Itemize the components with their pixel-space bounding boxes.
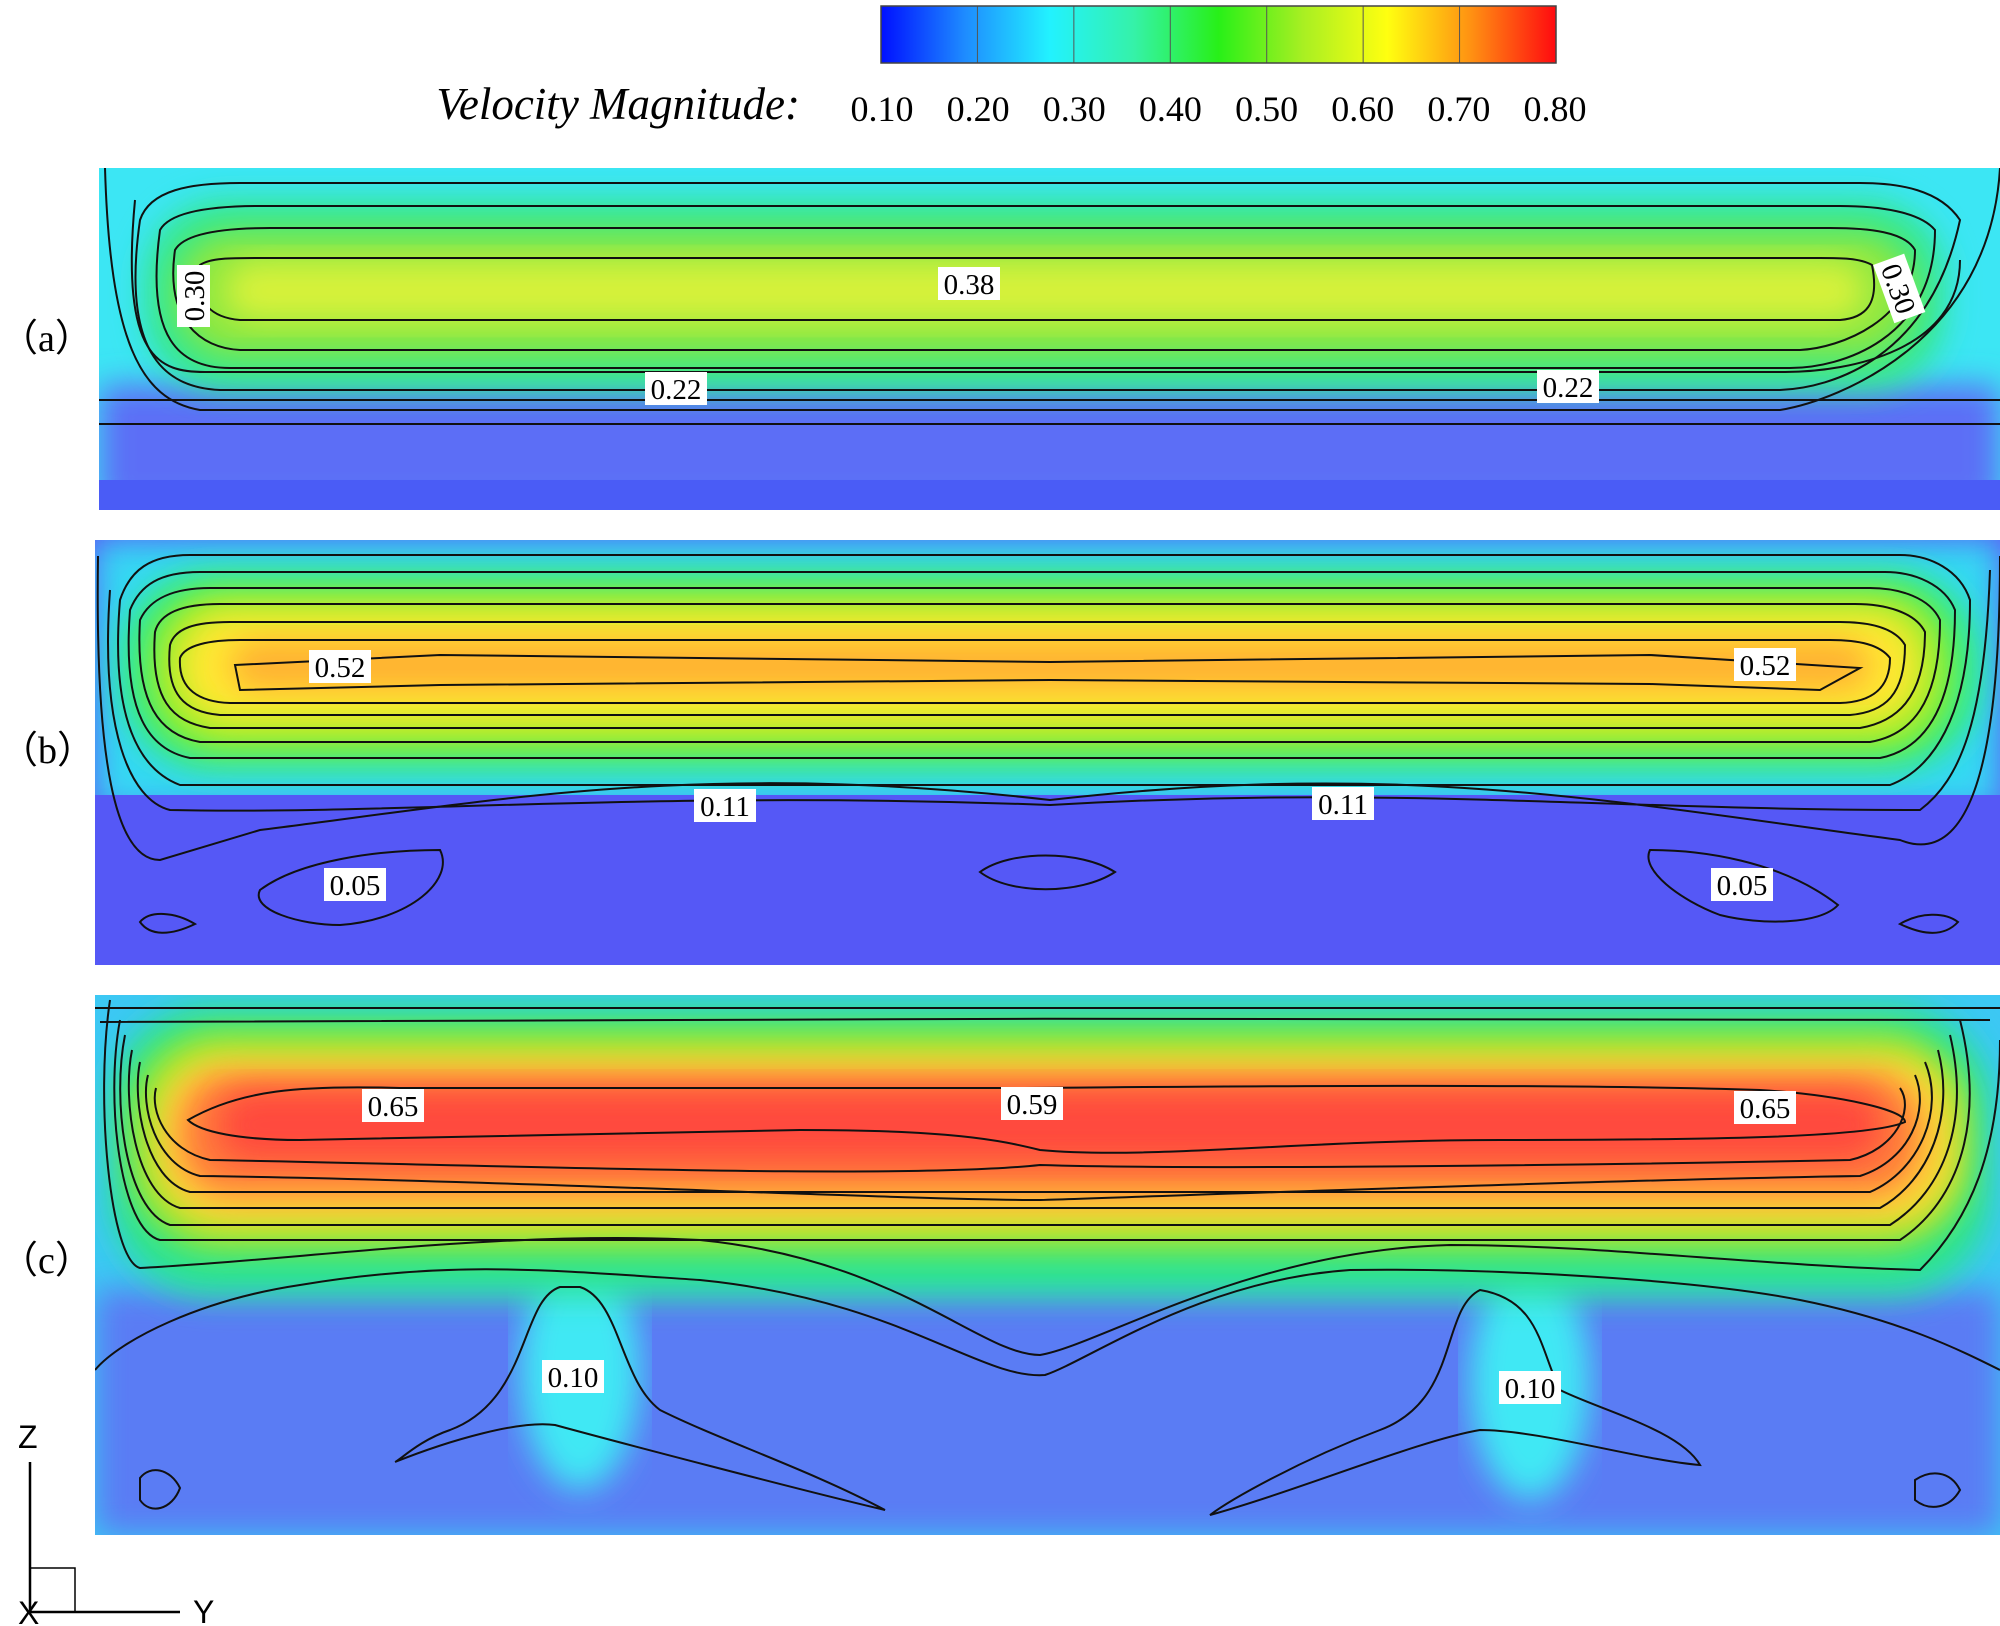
panel-b-isolines — [96, 554, 2000, 934]
contour-label: 0.59 — [1001, 1087, 1063, 1121]
panel-c-isolines — [95, 999, 2000, 1516]
contour-label-box — [1711, 868, 1773, 901]
contour-label-text: 0.52 — [1740, 650, 1791, 682]
contour-label-box — [324, 868, 386, 901]
axis-z-label: Z — [18, 1419, 38, 1455]
contour-label-text: 0.11 — [1318, 789, 1368, 821]
panel-c-field — [95, 995, 2000, 1535]
contour-label-box — [309, 650, 371, 683]
colorbar-segments — [881, 6, 1556, 63]
axes-triad — [28, 1462, 180, 1614]
contour-label: 0.05 — [324, 868, 386, 902]
contour-label-text: 0.05 — [330, 870, 381, 902]
contour-label-box — [1499, 1371, 1561, 1404]
contour-label: 0.38 — [938, 267, 1000, 301]
contour-label-text: 0.30 — [179, 271, 211, 322]
contour-label: 0.65 — [1734, 1091, 1796, 1125]
contour-label-box — [362, 1089, 424, 1122]
panel-c-contour-labels: 0.65 0.59 0.65 0.10 0.10 — [362, 1087, 1796, 1405]
contour-label-text: 0.38 — [944, 269, 995, 301]
contour-label-box — [645, 372, 707, 405]
contour-label-text: 0.10 — [548, 1362, 599, 1394]
colorbar-tick-label: 0.20 — [947, 89, 1010, 129]
contour-label-box — [542, 1360, 604, 1393]
contour-label-box — [1001, 1087, 1063, 1120]
contour-label: 0.10 — [1499, 1371, 1561, 1405]
colorbar-tick-labels: 0.10 0.20 0.30 0.40 0.50 0.60 0.70 0.80 — [851, 89, 1587, 129]
contour-label-box — [1873, 253, 1926, 324]
contour-label: 0.11 — [694, 789, 756, 823]
axis-y-label: Y — [193, 1594, 214, 1626]
panel-c-label: （c） — [0, 1240, 93, 1282]
contour-label-text: 0.59 — [1007, 1089, 1058, 1121]
contour-label-text: 0.65 — [1740, 1093, 1791, 1125]
contour-label-box — [938, 267, 1000, 300]
contour-label: 0.22 — [1537, 370, 1599, 404]
panel-a-field — [99, 168, 2000, 510]
panel-b-contour-labels: 0.52 0.52 0.11 0.11 0.05 0.05 — [309, 648, 1796, 902]
contour-label-box — [694, 789, 756, 822]
contour-label: 0.05 — [1711, 868, 1773, 902]
colorbar-gradient — [881, 6, 1556, 63]
colorbar-tick-label: 0.50 — [1235, 89, 1298, 129]
colorbar-tick-label: 0.70 — [1427, 89, 1490, 129]
colorbar-tick-label: 0.60 — [1331, 89, 1394, 129]
contour-label-box — [1734, 648, 1796, 681]
contour-label: 0.65 — [362, 1089, 424, 1123]
colorbar-frame — [880, 5, 1557, 64]
contour-label-box — [1734, 1091, 1796, 1124]
colorbar: Velocity Magnitude: 0.10 0.20 0.30 0.40 0.50… — [436, 5, 1587, 129]
panel-a-contour-labels: 0.30 0.38 0.300.22 0.22 — [177, 253, 1926, 406]
contour-label-text: 0.05 — [1717, 870, 1768, 902]
panel-a-label: （a） — [0, 318, 93, 360]
contour-label-text: 0.52 — [315, 652, 366, 684]
contour-label-text: 0.22 — [1543, 372, 1594, 404]
contour-label: 0.10 — [542, 1360, 604, 1394]
contour-label: 0.52 — [309, 650, 371, 684]
colorbar-tick-label: 0.80 — [1524, 89, 1587, 129]
contour-label: 0.52 — [1734, 648, 1796, 682]
panel-c: 0.65 0.59 0.65 0.10 0.10 （c） — [0, 995, 2000, 1535]
colorbar-tick-label: 0.40 — [1139, 89, 1202, 129]
axis-x-label: X — [18, 1595, 39, 1626]
contour-label: 0.22 — [645, 372, 707, 406]
contour-label-box — [1537, 370, 1599, 403]
contour-label-text: 0.10 — [1505, 1373, 1556, 1405]
contour-label: 0.11 — [1312, 787, 1374, 821]
contour-label-box — [177, 265, 210, 327]
contour-label-text: 0.22 — [651, 374, 702, 406]
contour-label-text: 0.11 — [700, 791, 750, 823]
panel-a: 0.30 0.38 0.300.22 0.22 （a） — [0, 168, 2000, 510]
colorbar-tick-label: 0.30 — [1043, 89, 1106, 129]
panel-b: 0.52 0.52 0.11 0.11 0.05 0.05 （b） — [0, 540, 2000, 965]
panel-b-label: （b） — [0, 730, 95, 772]
colorbar-tick-label: 0.10 — [851, 89, 914, 129]
contour-label-box — [1312, 787, 1374, 820]
contour-label: 0.30 — [177, 265, 211, 327]
colorbar-title: Velocity Magnitude: — [436, 79, 800, 129]
contour-label-text: 0.65 — [368, 1091, 419, 1123]
